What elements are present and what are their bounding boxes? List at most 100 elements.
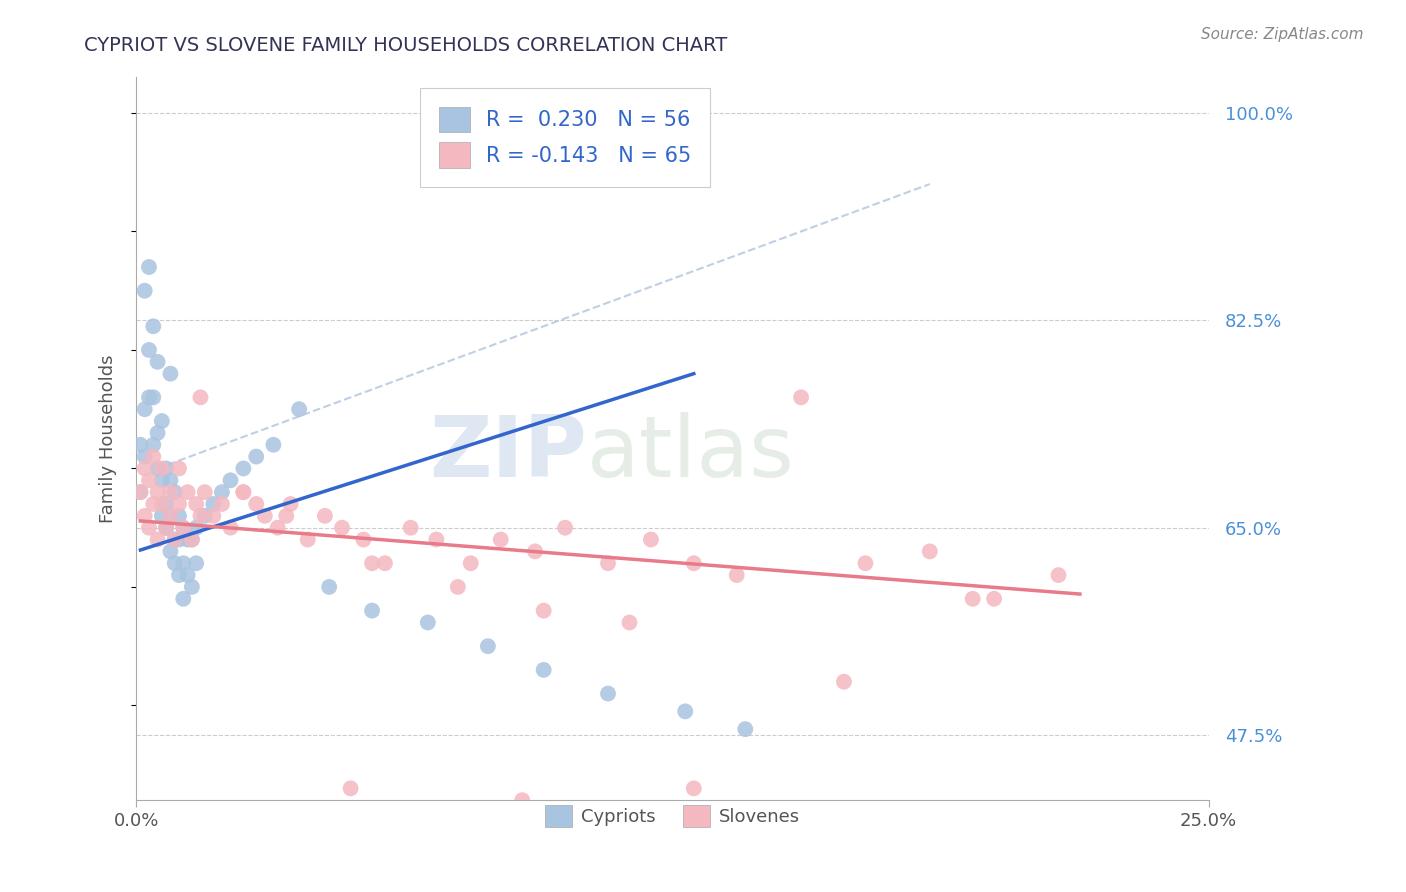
Point (146, 425, 169, 440)
Point (150, 414, 173, 428)
Point (682, 781, 704, 796)
Point (142, 319, 165, 334)
Point (146, 485, 169, 500)
Point (167, 461, 190, 475)
Point (918, 544, 941, 558)
Point (146, 355, 169, 369)
Point (129, 438, 152, 452)
Point (682, 556, 704, 570)
Point (167, 568, 190, 582)
Point (150, 473, 173, 487)
Point (142, 450, 165, 464)
Point (194, 485, 217, 500)
Point (596, 687, 619, 701)
Point (155, 521, 177, 535)
Point (983, 591, 1005, 606)
Point (176, 568, 198, 582)
Point (524, 544, 547, 558)
Point (734, 722, 756, 736)
Point (477, 639, 499, 653)
Text: CYPRIOT VS SLOVENE FAMILY HOUSEHOLDS CORRELATION CHART: CYPRIOT VS SLOVENE FAMILY HOUSEHOLDS COR… (84, 36, 728, 54)
Point (245, 450, 267, 464)
Point (374, 556, 396, 570)
Point (159, 367, 181, 381)
Point (142, 497, 165, 511)
Point (266, 521, 288, 535)
Point (399, 521, 422, 535)
Point (163, 533, 186, 547)
Point (962, 591, 984, 606)
Text: ZIP: ZIP (429, 412, 586, 495)
Point (262, 438, 284, 452)
Point (725, 568, 748, 582)
Point (1047, 568, 1070, 582)
Point (134, 508, 156, 523)
Text: Source: ZipAtlas.com: Source: ZipAtlas.com (1201, 27, 1364, 42)
Point (129, 485, 152, 500)
Point (172, 521, 194, 535)
Point (150, 497, 173, 511)
Point (129, 485, 152, 500)
Point (276, 508, 298, 523)
Point (155, 461, 177, 475)
Point (172, 521, 194, 535)
Point (176, 533, 198, 547)
Point (288, 402, 311, 417)
Point (855, 556, 877, 570)
Point (186, 556, 208, 570)
Point (361, 604, 384, 618)
Point (190, 390, 212, 404)
Point (425, 533, 447, 547)
Point (186, 497, 208, 511)
Point (194, 508, 217, 523)
Point (318, 580, 340, 594)
Point (155, 521, 177, 535)
Point (232, 485, 254, 500)
Point (202, 508, 225, 523)
Point (167, 497, 190, 511)
Point (172, 591, 194, 606)
Point (138, 343, 160, 357)
Point (163, 485, 186, 500)
Point (280, 497, 302, 511)
Point (180, 533, 202, 547)
Point (416, 615, 439, 630)
Point (155, 521, 177, 535)
Point (134, 450, 156, 464)
Point (167, 533, 190, 547)
Point (211, 497, 233, 511)
Point (339, 781, 361, 796)
Point (155, 497, 177, 511)
Point (232, 461, 254, 475)
Point (159, 473, 181, 487)
Point (330, 521, 353, 535)
Point (673, 704, 696, 718)
Point (142, 438, 165, 452)
Point (134, 284, 156, 298)
Point (180, 533, 202, 547)
Point (489, 533, 512, 547)
Point (167, 508, 190, 523)
Point (134, 461, 156, 475)
Legend: Cypriots, Slovenes: Cypriots, Slovenes (537, 798, 807, 835)
Point (138, 390, 160, 404)
Y-axis label: Family Households: Family Households (100, 355, 117, 523)
Point (138, 473, 160, 487)
Point (447, 580, 470, 594)
Point (253, 508, 276, 523)
Point (172, 556, 194, 570)
Point (832, 674, 855, 689)
Text: atlas: atlas (586, 412, 794, 495)
Point (159, 508, 181, 523)
Point (353, 533, 375, 547)
Point (232, 485, 254, 500)
Point (150, 508, 173, 523)
Point (138, 521, 160, 535)
Point (297, 533, 319, 547)
Point (619, 615, 641, 630)
Point (202, 497, 225, 511)
Point (533, 663, 555, 677)
Point (554, 521, 576, 535)
Point (510, 793, 533, 807)
Point (190, 508, 212, 523)
